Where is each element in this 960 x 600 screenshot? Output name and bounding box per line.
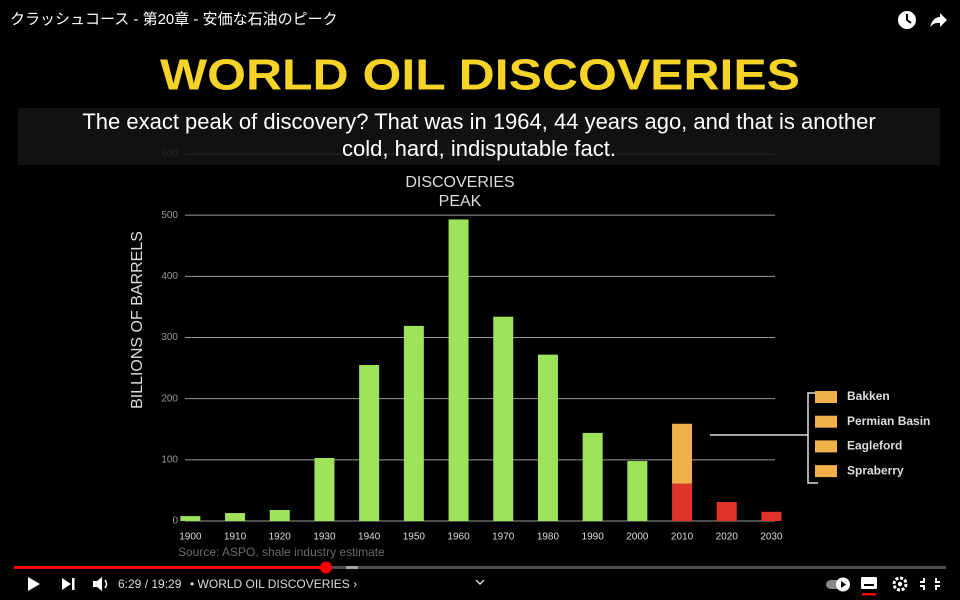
- x-tick-label: 1920: [269, 532, 292, 543]
- progress-played: [14, 566, 326, 569]
- watch-later-icon[interactable]: [898, 11, 916, 29]
- x-tick-label: 1980: [537, 532, 560, 543]
- annotation: PEAK: [439, 193, 482, 210]
- bar-segment: [359, 365, 380, 521]
- caption-line: cold, hard, indisputable fact.: [342, 136, 616, 161]
- exit-fullscreen-button[interactable]: [920, 578, 940, 590]
- chart-title: WORLD OIL DISCOVERIES: [160, 51, 800, 100]
- x-tick-label: 2020: [716, 532, 739, 543]
- share-icon[interactable]: [930, 13, 947, 27]
- legend-bracket: [807, 392, 818, 484]
- x-tick-label: 1940: [358, 532, 381, 543]
- bar-segment: [225, 513, 246, 521]
- bar-segment: [493, 316, 514, 521]
- bar-segment: [314, 457, 335, 521]
- progress-buffer: [346, 566, 358, 569]
- y-axis-label: BILLIONS OF BARRELS: [129, 231, 146, 409]
- y-tick-label: 300: [161, 332, 178, 343]
- bar-segment: [627, 461, 648, 521]
- next-button[interactable]: [62, 578, 75, 590]
- x-tick-label: 1960: [447, 532, 470, 543]
- x-tick-label: 2000: [626, 532, 649, 543]
- subtitles-button[interactable]: [861, 577, 877, 596]
- legend-swatch: [815, 465, 837, 478]
- x-tick-label: 2010: [671, 532, 694, 543]
- caption-background: [18, 108, 940, 165]
- x-tick-label: 1950: [403, 532, 426, 543]
- bar-segment: [448, 219, 469, 521]
- bar-segment: [180, 516, 201, 521]
- legend-swatch: [815, 391, 837, 403]
- time-display: 6:29 / 19:29: [118, 577, 182, 591]
- x-tick-label: 1970: [492, 532, 515, 543]
- y-tick-label: 200: [161, 393, 178, 404]
- legend-swatch: [815, 440, 837, 453]
- bar-segment: [716, 502, 737, 521]
- x-tick-label: 1910: [224, 532, 247, 543]
- bar-segment: [269, 509, 290, 521]
- legend-label: Eagleford: [847, 439, 902, 453]
- legend-label: Spraberry: [847, 463, 904, 477]
- y-tick-label: 100: [161, 454, 178, 465]
- progress-scrubber[interactable]: [320, 561, 332, 574]
- caption-line: The exact peak of discovery? That was in…: [82, 109, 875, 134]
- bar-segment: [672, 483, 693, 521]
- annotation: DISCOVERIES: [405, 174, 514, 191]
- bar-segment: [761, 511, 782, 521]
- bar-segment: [403, 325, 424, 521]
- y-tick-label: 400: [161, 271, 178, 282]
- legend-swatch: [815, 415, 837, 428]
- y-tick-label: 0: [172, 516, 178, 527]
- x-tick-label: 1900: [179, 532, 202, 543]
- volume-button[interactable]: [93, 577, 108, 591]
- expand-chevron[interactable]: [475, 579, 485, 586]
- bar-segment: [537, 354, 558, 521]
- source-note: Source: ASPO, shale industry estimate: [178, 545, 385, 559]
- chapter-title[interactable]: • WORLD OIL DISCOVERIES ›: [190, 577, 357, 591]
- video-title[interactable]: クラッシュコース - 第20章 - 安価な石油のピーク: [10, 10, 338, 28]
- y-tick-label: 500: [161, 210, 178, 221]
- x-tick-label: 1930: [313, 532, 336, 543]
- bar-segment: [582, 432, 603, 521]
- play-button[interactable]: [28, 577, 40, 591]
- legend-label: Bakken: [847, 389, 890, 403]
- autoplay-toggle[interactable]: [826, 577, 850, 592]
- progress-track[interactable]: [14, 566, 946, 569]
- x-tick-label: 1990: [582, 532, 605, 543]
- bar-segment: [672, 423, 693, 484]
- x-tick-label: 2030: [760, 532, 783, 543]
- chart: 0100200300400500600BILLIONS OF BARRELSDI…: [129, 149, 930, 560]
- settings-button[interactable]: [892, 576, 908, 592]
- legend-label: Permian Basin: [847, 414, 930, 428]
